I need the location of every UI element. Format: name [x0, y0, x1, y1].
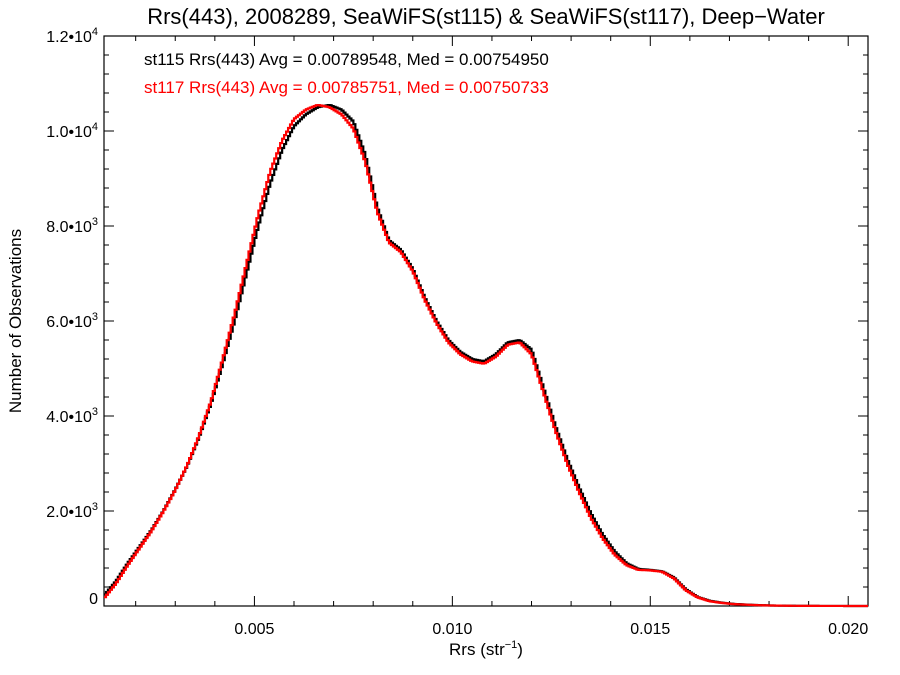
annotation-st117: st117 Rrs(443) Avg = 0.00785751, Med = 0… — [144, 78, 549, 97]
y-tick-label-mantissa: 8.0•10 — [46, 219, 92, 236]
x-tick-label: 0.020 — [828, 621, 868, 638]
y-tick-label-mantissa: 4.0•10 — [46, 409, 92, 426]
y-tick-label: 6.0•103 — [46, 311, 98, 331]
y-axis-ticks: 02.0•1034.0•1036.0•1038.0•1031.0•1041.2•… — [46, 26, 868, 608]
y-tick-label: 8.0•103 — [46, 216, 98, 236]
plot-frame — [103, 35, 869, 607]
x-axis-label-close: ) — [517, 640, 523, 659]
x-tick-label: 0.005 — [234, 621, 274, 638]
x-tick-label: 0.015 — [630, 621, 670, 638]
y-tick-label: 0 — [89, 591, 98, 608]
y-tick-label-mantissa: 2.0•10 — [46, 504, 92, 521]
y-tick-label: 2.0•103 — [46, 501, 98, 521]
y-tick-label-exponent: 3 — [92, 216, 98, 228]
y-tick-label-exponent: 4 — [92, 121, 98, 133]
y-tick-label-exponent: 3 — [92, 311, 98, 323]
y-tick-label-mantissa: 0 — [89, 591, 98, 608]
annotation-st115: st115 Rrs(443) Avg = 0.00789548, Med = 0… — [144, 50, 549, 69]
y-tick-label-exponent: 3 — [92, 406, 98, 418]
y-tick-label-mantissa: 6.0•10 — [46, 314, 92, 331]
x-axis-label-main: Rrs (str — [449, 640, 505, 659]
y-tick-label-exponent: 3 — [92, 501, 98, 513]
chart-title: Rrs(443), 2008289, SeaWiFS(st115) & SeaW… — [147, 4, 825, 29]
y-tick-label: 4.0•103 — [46, 406, 98, 426]
series-line-2 — [104, 103, 868, 608]
series-layer — [104, 103, 868, 608]
x-tick-label: 0.010 — [432, 621, 472, 638]
x-axis-ticks: 0.005 0.010 0.015 0.020 — [135, 36, 868, 638]
series-line-1 — [104, 103, 868, 608]
y-tick-label: 1.2•104 — [46, 26, 98, 46]
y-tick-label-mantissa: 1.0•10 — [46, 124, 92, 141]
x-axis-label-sup: −1 — [505, 639, 518, 651]
y-tick-label-mantissa: 1.2•10 — [46, 29, 92, 46]
y-tick-label-exponent: 4 — [92, 26, 98, 38]
y-tick-label: 1.0•104 — [46, 121, 98, 141]
x-axis-label: Rrs (str−1) — [449, 639, 523, 659]
y-axis-label: Number of Observations — [6, 229, 25, 413]
